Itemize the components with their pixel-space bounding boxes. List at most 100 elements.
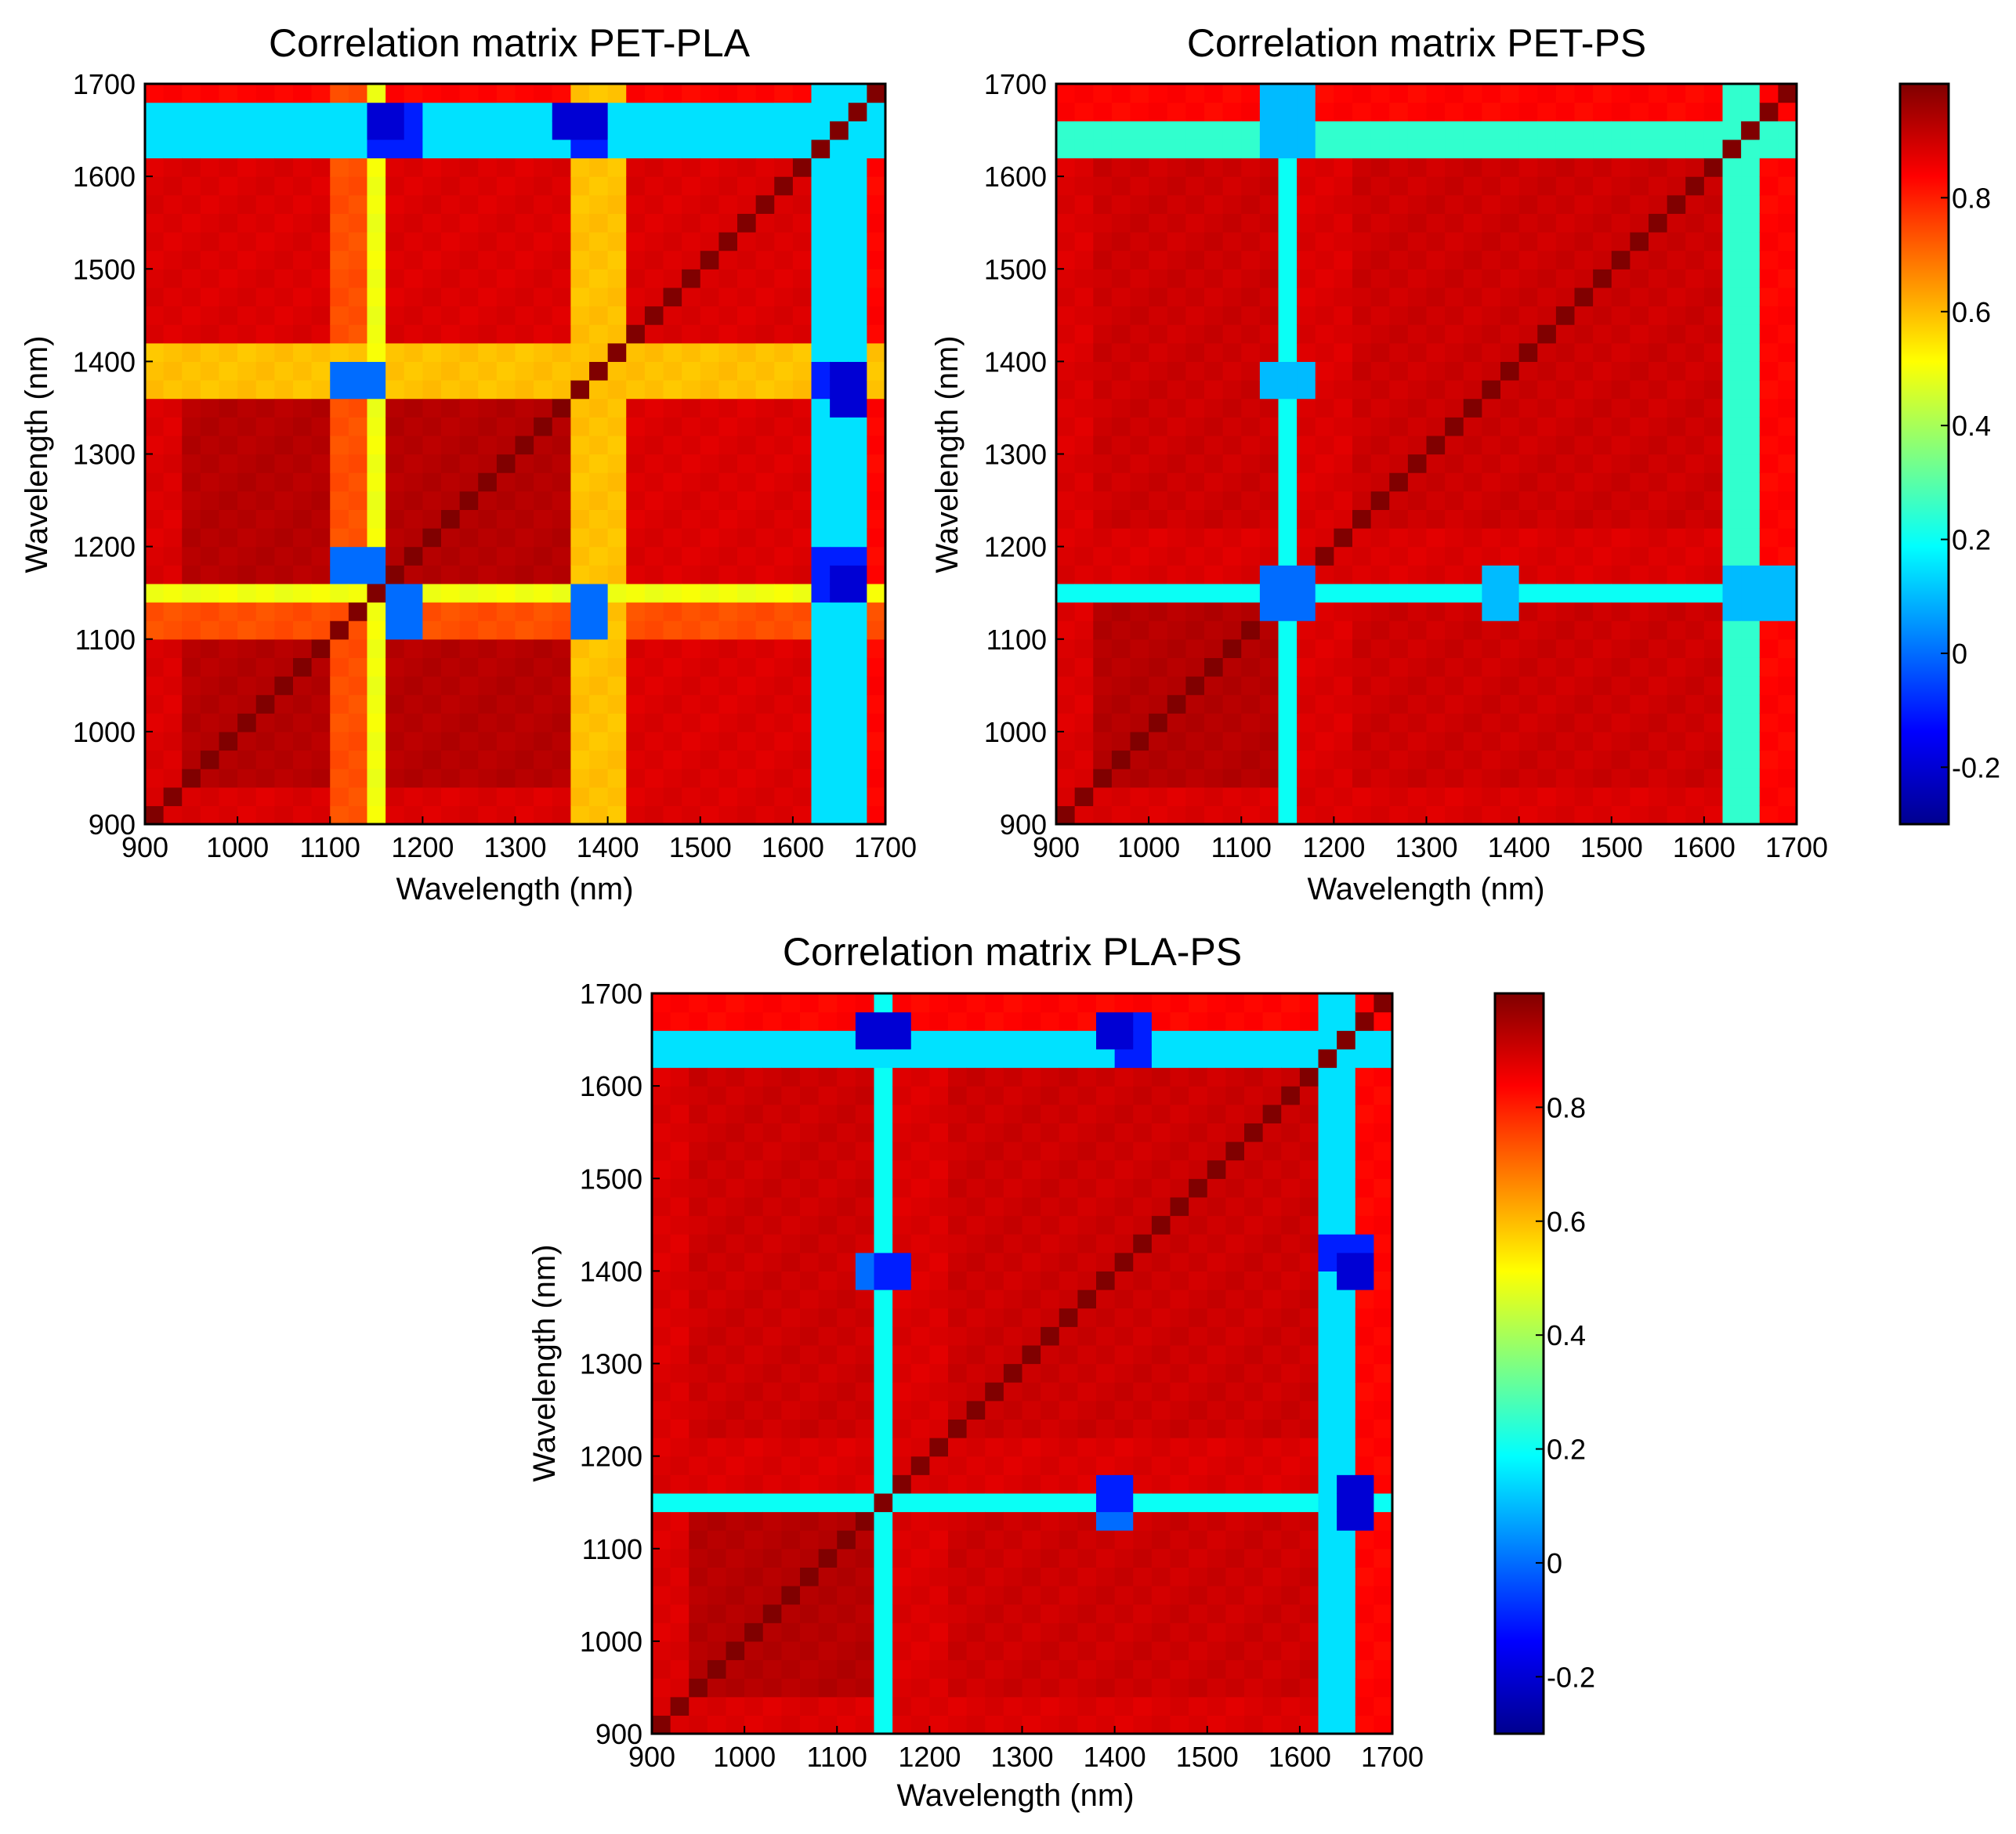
heatmap-cell [800, 1456, 820, 1475]
heatmap-cell [1259, 546, 1279, 566]
heatmap-cell [1189, 1196, 1208, 1217]
heatmap-cell [422, 620, 442, 640]
heatmap-cell [219, 380, 238, 400]
heatmap-cell [293, 509, 313, 529]
heatmap-cell [534, 546, 553, 566]
heatmap-cell [644, 306, 664, 325]
heatmap-cell [837, 1604, 856, 1623]
heatmap-cell [1170, 1067, 1189, 1087]
heatmap-cell [1685, 638, 1705, 658]
heatmap-cell [274, 694, 294, 714]
heatmap-cell [848, 398, 867, 418]
y-axis-label: Wavelength (nm) [930, 335, 965, 573]
heatmap-cell [1185, 602, 1205, 621]
heatmap-cell [1352, 157, 1372, 177]
heatmap-cell [682, 620, 701, 640]
heatmap-cell [1056, 417, 1076, 436]
heatmap-cell [644, 342, 664, 362]
heatmap-cell [762, 1067, 782, 1087]
heatmap-cell [478, 713, 498, 733]
heatmap-cell [644, 435, 664, 455]
heatmap-cell [182, 121, 201, 140]
heatmap-cell [274, 472, 294, 492]
heatmap-cell [726, 1511, 745, 1531]
heatmap-cell [682, 694, 701, 714]
heatmap-cell [1204, 602, 1224, 621]
heatmap-cell [1649, 194, 1668, 214]
heatmap-cell [689, 1567, 708, 1586]
heatmap-cell [1315, 121, 1334, 140]
heatmap-cell [367, 435, 386, 455]
heatmap-cell [700, 417, 719, 436]
heatmap-cell [774, 287, 794, 307]
heatmap-cell [1096, 1456, 1116, 1475]
heatmap-cell [163, 306, 183, 325]
heatmap-cell [1133, 1326, 1153, 1346]
heatmap-cell [1703, 121, 1724, 140]
heatmap-cell [1130, 638, 1149, 658]
heatmap-cell [644, 324, 664, 344]
heatmap-cell [1259, 269, 1279, 288]
heatmap-cell [1500, 602, 1520, 621]
heatmap-cell [682, 102, 701, 121]
heatmap-cell [1593, 490, 1612, 510]
heatmap-cell [1299, 1196, 1319, 1217]
heatmap-cell [330, 194, 349, 214]
heatmap-cell [552, 84, 571, 103]
heatmap-cell [929, 1696, 949, 1716]
heatmap-cell [1500, 176, 1520, 196]
heatmap-cell [1222, 676, 1242, 696]
heatmap-cell [867, 638, 886, 658]
heatmap-cell [293, 565, 313, 584]
heatmap-cell [1299, 1400, 1319, 1420]
heatmap-cell [367, 417, 386, 436]
heatmap-cell [1244, 1530, 1264, 1550]
heatmap-cell [1151, 1382, 1171, 1402]
heatmap-cell [404, 139, 423, 159]
heatmap-cell [385, 84, 405, 103]
heatmap-cell [948, 1456, 968, 1475]
heatmap-cell [966, 1382, 986, 1402]
heatmap-cell [1189, 1640, 1208, 1661]
heatmap-cell [1649, 713, 1668, 733]
heatmap-cell [874, 1640, 893, 1661]
heatmap-cell [330, 565, 349, 584]
heatmap-cell [707, 1492, 727, 1513]
heatmap-cell [255, 472, 275, 492]
heatmap-cell [1703, 139, 1724, 159]
heatmap-cell [1262, 1678, 1282, 1698]
heatmap-cell [1593, 546, 1612, 566]
heatmap-cell [800, 1659, 820, 1679]
heatmap-cell [718, 306, 738, 325]
heatmap-cell [1096, 1048, 1116, 1069]
heatmap-cell [626, 787, 646, 806]
heatmap-cell [552, 157, 571, 177]
heatmap-cell [1537, 324, 1557, 344]
heatmap-cell [966, 1271, 986, 1290]
heatmap-cell [478, 139, 498, 159]
heatmap-cell [1241, 472, 1261, 492]
heatmap-cell [874, 1123, 893, 1142]
heatmap-cell [422, 528, 442, 548]
heatmap-cell [1685, 731, 1705, 751]
heatmap-cell [348, 361, 368, 381]
heatmap-cell [570, 676, 590, 696]
heatmap-cell [1056, 435, 1076, 455]
heatmap-cell [762, 1400, 782, 1420]
heatmap-cell [274, 380, 294, 400]
heatmap-cell [1334, 620, 1353, 640]
heatmap-cell [1374, 1715, 1393, 1735]
heatmap-cell [1337, 1492, 1356, 1513]
heatmap-cell [1262, 1696, 1282, 1716]
heatmap-cell [1667, 361, 1686, 381]
heatmap-cell [781, 1363, 801, 1383]
heatmap-cell [1555, 157, 1576, 177]
heatmap-cell [1151, 1344, 1171, 1365]
heatmap-cell [1741, 620, 1761, 640]
heatmap-cell [1445, 232, 1464, 251]
heatmap-cell [237, 750, 257, 769]
heatmap-cell [755, 769, 775, 788]
heatmap-cell [755, 787, 775, 806]
heatmap-cell [1189, 1030, 1208, 1050]
heatmap-cell [1022, 1567, 1041, 1586]
